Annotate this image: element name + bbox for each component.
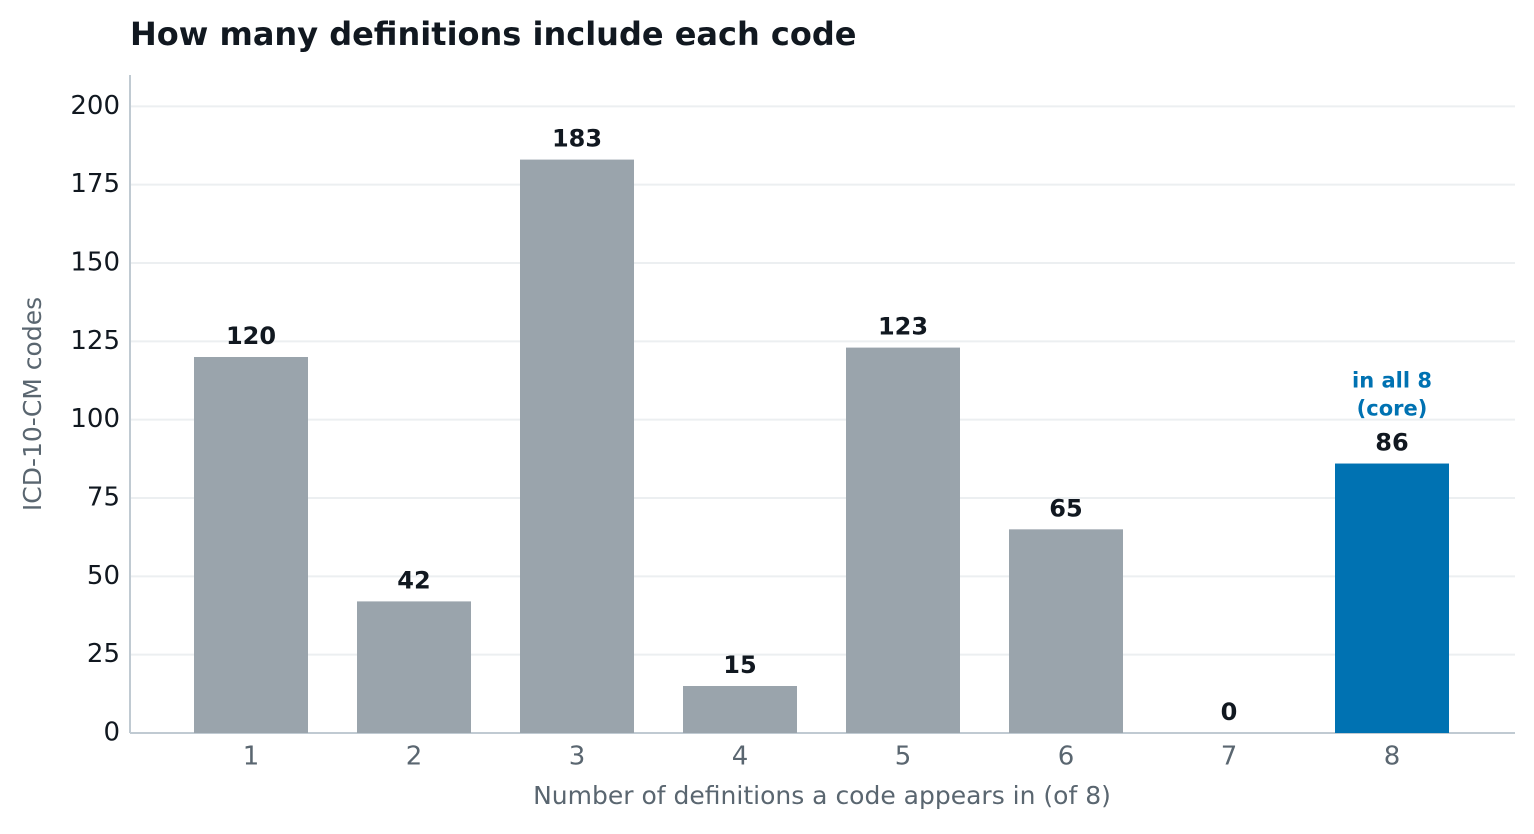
y-tick-label: 200 <box>70 91 120 121</box>
value-label: 123 <box>878 313 928 341</box>
x-tick-label: 2 <box>406 742 423 772</box>
y-tick-label: 50 <box>87 561 120 591</box>
bar <box>846 347 960 733</box>
x-tick-label: 7 <box>1221 742 1238 772</box>
bar <box>1335 463 1449 733</box>
y-axis-label: ICD-10-CM codes <box>18 297 47 511</box>
value-label: 120 <box>226 322 276 350</box>
bar <box>357 601 471 733</box>
x-tick-label: 4 <box>732 742 749 772</box>
bar <box>1009 529 1123 733</box>
value-label: 0 <box>1221 698 1238 726</box>
annotation: (core) <box>1357 397 1428 421</box>
y-tick-label: 100 <box>70 404 120 434</box>
value-label: 42 <box>397 566 430 594</box>
y-tick-label: 0 <box>103 718 120 748</box>
chart-title: How many definitions include each code <box>130 15 856 53</box>
y-tick-label: 125 <box>70 326 120 356</box>
annotation: in all 8 <box>1352 369 1432 393</box>
bar <box>683 686 797 733</box>
y-tick-label: 150 <box>70 248 120 278</box>
x-tick-label: 5 <box>895 742 912 772</box>
x-tick-label: 6 <box>1058 742 1075 772</box>
y-tick-label: 25 <box>87 639 120 669</box>
value-label: 65 <box>1049 494 1082 522</box>
x-tick-label: 1 <box>243 742 260 772</box>
y-tick-label: 75 <box>87 483 120 513</box>
x-tick-label: 8 <box>1384 742 1401 772</box>
x-tick-label: 3 <box>569 742 586 772</box>
value-label: 183 <box>552 125 602 153</box>
x-axis-label: Number of definitions a code appears in … <box>533 781 1111 810</box>
y-tick-label: 175 <box>70 169 120 199</box>
bar <box>194 357 308 733</box>
value-label: 15 <box>723 651 756 679</box>
bar <box>520 159 634 734</box>
value-label: 86 <box>1375 429 1408 457</box>
